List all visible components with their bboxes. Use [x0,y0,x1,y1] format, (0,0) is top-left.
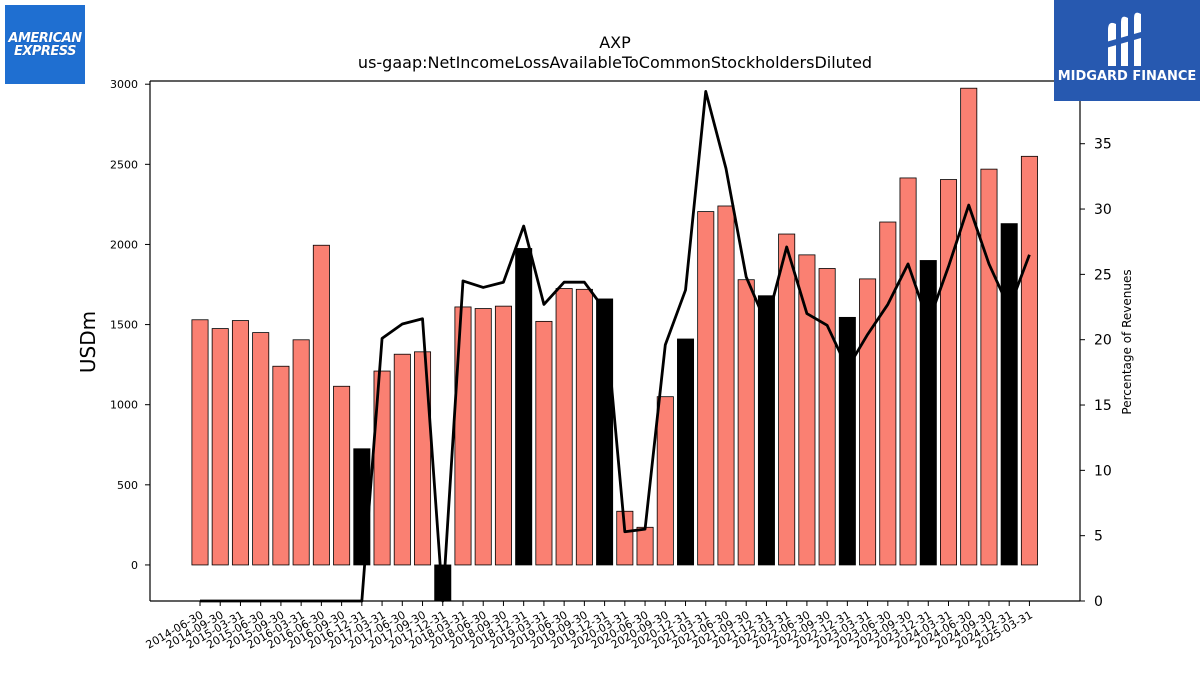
bar [596,298,614,566]
bar [1000,223,1018,566]
american-express-logo-line2: EXPRESS [13,43,77,59]
bar [778,233,796,566]
bar [494,305,512,566]
axes: 0500100015002000250030000510152025303520… [110,78,1112,651]
bar [231,320,249,566]
bar [535,320,553,566]
bar [393,353,411,566]
bar [616,510,634,566]
y2-axis-label: Percentage of Revenues [1120,269,1134,414]
midgard-finance-logo: MIDGARD FINANCE [1054,0,1200,101]
american-express-logo: AMERICAN EXPRESS [5,5,85,84]
midgard-mark-icon [1106,12,1148,67]
american-express-logo-line1: AMERICAN [8,30,82,46]
bar [1020,155,1038,566]
bar [879,221,897,566]
bar-series [191,87,1038,602]
bar [333,385,351,566]
y2-tick-label: 30 [1094,202,1112,218]
bar [677,338,695,566]
bar [899,177,917,566]
bar [717,205,735,566]
bar [252,332,270,566]
bar [454,306,472,566]
bar [838,316,856,566]
y-tick-label: 2500 [110,158,138,171]
bar [312,244,330,566]
y-tick-label: 2000 [110,238,138,251]
bar [980,168,998,566]
bar [373,370,391,566]
y2-tick-label: 10 [1094,463,1112,479]
bar [474,308,492,566]
bar [859,278,877,566]
y2-tick-label: 0 [1094,594,1103,610]
y2-tick-label: 35 [1094,137,1112,153]
y-tick-label: 3000 [110,78,138,91]
bar [211,328,229,566]
chart-title: AXP [599,33,631,52]
y2-tick-label: 15 [1094,398,1112,414]
y-tick-label: 0 [131,559,138,572]
bar [798,254,816,566]
y-axis-label: USDm [76,311,100,373]
bar [636,526,654,566]
bar [656,396,674,566]
bar [555,288,573,566]
midgard-finance-logo-text: MIDGARD FINANCE [1057,69,1197,84]
y-tick-label: 1500 [110,319,138,332]
y2-tick-label: 5 [1094,529,1103,545]
bar [191,319,209,566]
bar [292,339,310,566]
bar [697,211,715,566]
bar [353,448,371,566]
bar [960,87,978,566]
y2-tick-label: 20 [1094,333,1112,349]
bar [272,365,290,566]
bar [414,351,432,566]
chart-subtitle: us-gaap:NetIncomeLossAvailableToCommonSt… [358,53,872,72]
bar [515,248,533,566]
bar [757,295,775,566]
bar [940,179,958,566]
y2-tick-label: 25 [1094,267,1112,283]
bar [575,288,593,566]
bar [737,279,755,566]
y-tick-label: 1000 [110,399,138,412]
bar [818,268,836,566]
bar [919,260,937,566]
y-tick-label: 500 [117,479,138,492]
